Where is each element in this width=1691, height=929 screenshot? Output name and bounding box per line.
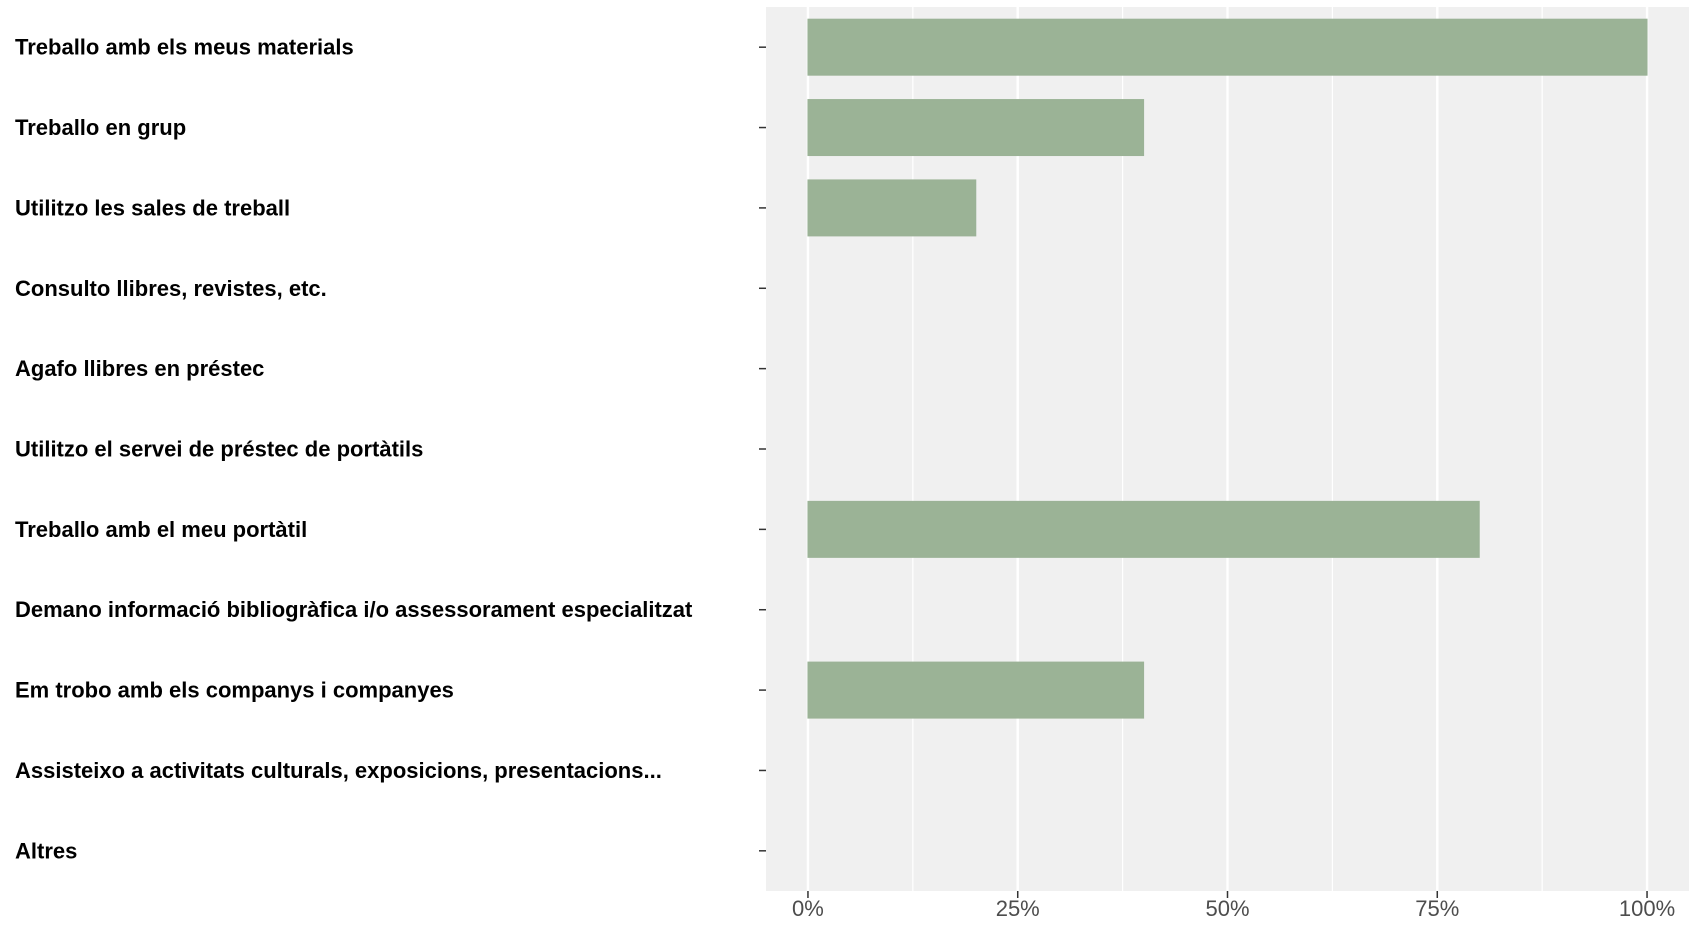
- category-label: Utilitzo el servei de préstec de portàti…: [15, 437, 423, 462]
- category-label: Agafo llibres en préstec: [15, 356, 264, 381]
- category-label: Assisteixo a activitats culturals, expos…: [15, 758, 662, 783]
- bars: [807, 18, 1648, 719]
- category-label: Utilitzo les sales de treball: [15, 195, 290, 220]
- gridlines: [806, 7, 1649, 891]
- bar: [807, 99, 1145, 157]
- category-label: Treballo en grup: [15, 115, 186, 140]
- category-label: Treballo amb els meus materials: [15, 35, 354, 60]
- category-label: Demano informació bibliogràfica i/o asse…: [15, 597, 693, 622]
- bar: [807, 179, 977, 237]
- category-label: Altres: [15, 838, 77, 863]
- y-axis-ticks: [759, 46, 766, 852]
- x-tick-label: 0%: [792, 896, 824, 921]
- bar: [807, 18, 1648, 76]
- x-tick-label: 75%: [1415, 896, 1459, 921]
- x-tick-label: 100%: [1619, 896, 1675, 921]
- category-label: Em trobo amb els companys i companyes: [15, 678, 454, 703]
- x-tick-label: 50%: [1205, 896, 1249, 921]
- y-axis-labels: Treballo amb els meus materials Treballo …: [15, 35, 693, 864]
- bar: [807, 661, 1145, 719]
- category-label: Treballo amb el meu portàtil: [15, 517, 307, 542]
- x-tick-label: 25%: [996, 896, 1040, 921]
- bar: [807, 500, 1480, 558]
- category-label: Consulto llibres, revistes, etc.: [15, 276, 327, 301]
- x-axis-labels: 0% 25% 50% 75% 100%: [792, 891, 1675, 921]
